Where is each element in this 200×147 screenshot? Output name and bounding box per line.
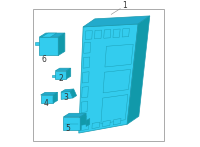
Polygon shape (81, 124, 89, 131)
Polygon shape (122, 29, 129, 37)
Polygon shape (53, 96, 57, 102)
Polygon shape (92, 122, 100, 129)
Polygon shape (58, 33, 65, 55)
Polygon shape (39, 37, 58, 55)
Polygon shape (41, 92, 58, 95)
Text: 3: 3 (63, 93, 68, 102)
Polygon shape (85, 31, 92, 39)
Text: 5: 5 (65, 124, 70, 133)
Polygon shape (35, 42, 39, 45)
Polygon shape (41, 33, 57, 37)
Polygon shape (52, 75, 55, 77)
Polygon shape (83, 16, 150, 27)
Polygon shape (127, 16, 150, 124)
Text: 2: 2 (59, 74, 64, 83)
Polygon shape (63, 113, 86, 117)
Polygon shape (53, 92, 58, 103)
Polygon shape (61, 89, 74, 92)
Polygon shape (86, 118, 90, 127)
Polygon shape (113, 29, 120, 38)
Polygon shape (63, 117, 80, 130)
Polygon shape (39, 33, 65, 37)
Polygon shape (103, 120, 110, 127)
Polygon shape (41, 95, 53, 103)
Polygon shape (95, 30, 102, 39)
Polygon shape (113, 118, 121, 125)
Text: 6: 6 (41, 55, 46, 64)
Text: 1: 1 (122, 1, 127, 10)
Polygon shape (70, 89, 77, 98)
Polygon shape (55, 71, 66, 79)
Polygon shape (104, 30, 111, 38)
Text: 4: 4 (43, 99, 48, 108)
Polygon shape (61, 91, 73, 99)
Polygon shape (66, 68, 71, 79)
Polygon shape (80, 113, 86, 130)
FancyBboxPatch shape (33, 9, 164, 141)
Polygon shape (79, 24, 138, 133)
Polygon shape (55, 68, 71, 71)
